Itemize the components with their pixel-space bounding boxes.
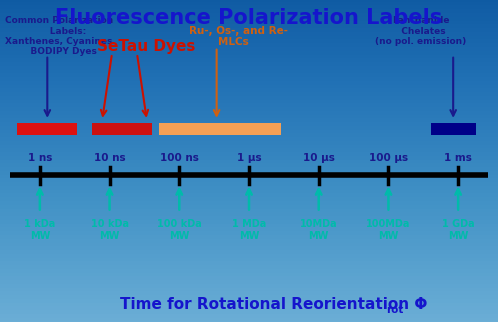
Text: 1 ns: 1 ns: [28, 153, 52, 163]
Text: 1 μs: 1 μs: [237, 153, 261, 163]
Text: 100 kDa
MW: 100 kDa MW: [157, 219, 202, 241]
Text: 100 μs: 100 μs: [369, 153, 408, 163]
Text: 10MDa
MW: 10MDa MW: [300, 219, 338, 241]
Text: 1 MDa
MW: 1 MDa MW: [232, 219, 266, 241]
Text: Lanthanide
  Chelates
(no pol. emission): Lanthanide Chelates (no pol. emission): [375, 16, 467, 46]
Text: rot: rot: [386, 305, 404, 315]
Text: Ru-, Os-, and Re-
        MLCs: Ru-, Os-, and Re- MLCs: [189, 26, 288, 47]
Text: 1 ms: 1 ms: [444, 153, 472, 163]
Text: SeTau Dyes: SeTau Dyes: [97, 39, 196, 54]
Bar: [92, 123, 152, 135]
Text: Fluorescence Polarization Labels: Fluorescence Polarization Labels: [55, 8, 443, 28]
Bar: [431, 123, 476, 135]
Text: 100MDa
MW: 100MDa MW: [366, 219, 411, 241]
Text: 1 kDa
MW: 1 kDa MW: [24, 219, 55, 241]
Text: 10 μs: 10 μs: [303, 153, 335, 163]
Text: Time for Rotational Reorientation Φ: Time for Rotational Reorientation Φ: [120, 297, 427, 312]
Text: 100 ns: 100 ns: [160, 153, 199, 163]
Bar: [159, 123, 281, 135]
Text: 1 GDa
MW: 1 GDa MW: [442, 219, 475, 241]
Bar: [17, 123, 77, 135]
Text: 10 ns: 10 ns: [94, 153, 125, 163]
Text: 10 kDa
MW: 10 kDa MW: [91, 219, 128, 241]
Text: Common Polarization
      Labels:
Xanthenes, Cyanines
   BODIPY Dyes: Common Polarization Labels: Xanthenes, C…: [5, 16, 113, 56]
